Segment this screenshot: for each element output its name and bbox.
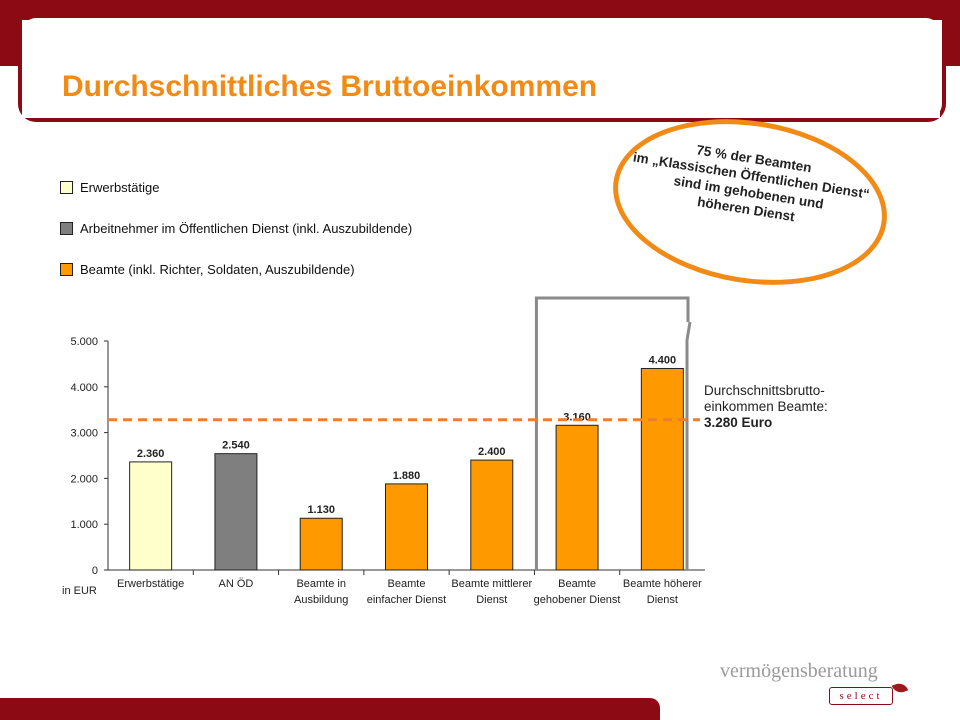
- data-label: 4.400: [649, 354, 677, 366]
- x-tick-label: Dienst: [476, 594, 507, 606]
- data-label: 2.360: [137, 448, 165, 460]
- bar: [385, 483, 428, 571]
- y-tick-label: 3.000: [70, 428, 98, 440]
- page-title: Durchschnittliches Bruttoeinkommen: [62, 70, 598, 103]
- footer-bar: [0, 698, 660, 720]
- brand-tag: select: [829, 687, 893, 705]
- legend-label: Erwerbstätige: [80, 180, 160, 195]
- header-panel: [22, 18, 940, 118]
- x-tick-label: Ausbildung: [294, 594, 348, 606]
- x-tick-label: AN ÖD: [219, 578, 254, 590]
- legend-swatch: [60, 181, 73, 194]
- average-note-value: 3.280 Euro: [704, 415, 773, 430]
- average-note-line: Durchschnittsbrutto-: [704, 383, 825, 398]
- data-label: 1.130: [307, 504, 335, 516]
- average-note-line: einkommen Beamte:: [704, 399, 828, 414]
- y-tick-label: 0: [92, 565, 98, 577]
- x-tick-label: Beamte: [558, 578, 596, 590]
- y-tick-label: 1.000: [70, 519, 98, 531]
- x-tick-label: Beamte mittlerer: [451, 578, 532, 590]
- x-tick-label: Dienst: [647, 594, 678, 606]
- data-label: 2.540: [222, 440, 250, 452]
- y-tick-label: 5.000: [70, 336, 98, 348]
- data-label: 1.880: [393, 470, 421, 482]
- bar: [470, 459, 514, 571]
- average-note: Durchschnittsbrutto- einkommen Beamte: 3…: [704, 383, 828, 431]
- x-tick-label: Beamte höherer: [623, 578, 702, 590]
- bar: [129, 461, 173, 571]
- y-unit-label: in EUR: [62, 585, 97, 597]
- data-label: 2.400: [478, 446, 506, 458]
- y-tick-label: 2.000: [70, 473, 98, 485]
- data-label: 3.160: [563, 411, 591, 423]
- bar: [299, 517, 343, 571]
- brand-name: vermögensberatung: [720, 660, 878, 682]
- x-tick-label: gehobener Dienst: [534, 594, 621, 606]
- x-tick-label: Beamte: [388, 578, 426, 590]
- legend-label: Arbeitnehmer im Öffentlichen Dienst (ink…: [80, 221, 413, 236]
- highlight-frame: [534, 296, 690, 570]
- leaf-icon: [891, 680, 909, 696]
- x-tick-label: Erwerbstätige: [117, 578, 184, 590]
- x-tick-label: einfacher Dienst: [367, 594, 447, 606]
- bar: [640, 367, 684, 571]
- legend-swatch: [60, 222, 73, 235]
- bar: [555, 424, 599, 571]
- bar: [214, 453, 258, 571]
- legend-swatch: [60, 263, 73, 276]
- highlight-frame-break: [685, 321, 692, 341]
- legend-label: Beamte (inkl. Richter, Soldaten, Auszubi…: [80, 262, 355, 277]
- x-tick-label: Beamte in: [296, 578, 346, 590]
- y-tick-label: 4.000: [70, 382, 98, 394]
